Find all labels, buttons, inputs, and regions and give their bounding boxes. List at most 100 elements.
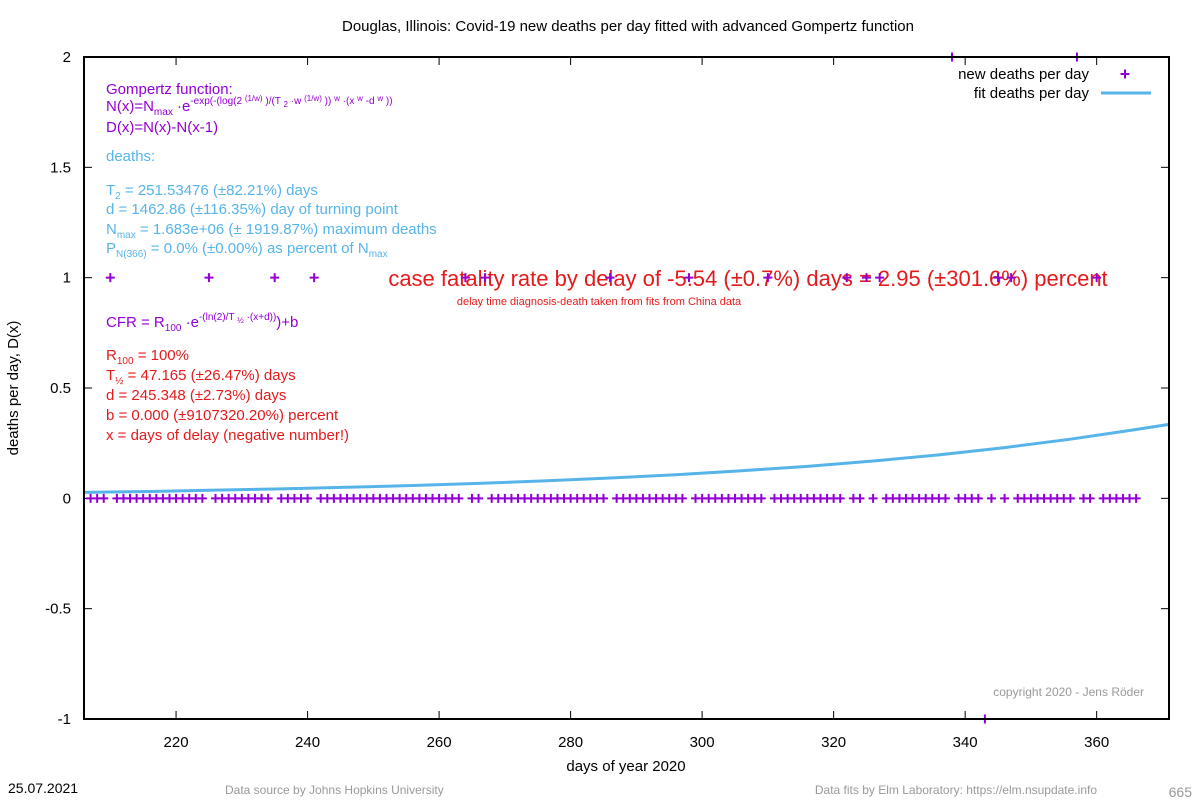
text-part: CFR = R [106,314,165,331]
data-point [204,273,214,283]
x-tick-label: 240 [295,734,320,751]
legend-label: fit deaths per day [974,85,1090,102]
text-part: ½ [237,316,244,325]
data-point [263,493,273,503]
x-tick-label: 220 [164,734,189,751]
formula-part: ·w [288,96,304,107]
formula-part: max [154,107,173,118]
annotation: case fatality rate by delay of -5.54 (±0… [388,266,1107,291]
y-tick-label: -0.5 [45,601,71,618]
annotation: deaths: [106,148,155,165]
text-part: P [106,240,116,257]
x-axis-label: days of year 2020 [566,758,685,775]
data-point [197,493,207,503]
footer-date: 25.07.2021 [8,780,78,796]
formula-part: )) [383,96,392,107]
fit-line [83,422,1170,494]
x-tick-label: 280 [558,734,583,751]
y-tick-label: 2 [63,49,71,66]
plot-frame [83,56,1170,720]
text-part: ½ [115,376,124,387]
annotation: N(x)=Nmax ·e-exp(-(log(2 (1/w) )/(T 2 ·w… [106,94,393,118]
x-tick-label: 340 [953,734,978,751]
formula-part: w [333,94,340,103]
data-point [756,493,766,503]
y-tick-label: 1 [63,270,71,287]
data-point [598,493,608,503]
annotation: x = days of delay (negative number!) [106,427,349,444]
legend-label: new deaths per day [958,66,1089,83]
annotation: R100 = 100% [106,347,189,367]
text-part: ·(x+d)) [244,312,277,323]
data-point [99,493,109,503]
text-part: = 47.165 (±26.47%) days [124,367,296,384]
annotation: Gompertz function: [106,81,233,98]
data-point [862,273,872,283]
formula-part: (1/w) [245,94,263,103]
data-point [875,273,885,283]
formula-part: w [356,94,363,103]
annotation: T½ = 47.165 (±26.47%) days [106,367,296,387]
text-part: )+b [276,314,298,331]
text-part: T [106,182,115,199]
footer-number: 665 [1169,784,1193,800]
data-point [763,273,773,283]
data-point [1006,273,1016,283]
annotation: D(x)=N(x)-N(x-1) [106,119,218,136]
data-point [940,493,950,503]
y-axis-label: deaths per day, D(x) [5,321,22,456]
annotation: b = 0.000 (±9107320.20%) percent [106,407,339,424]
data-point [105,273,115,283]
data-point [303,493,313,503]
data-point [1000,493,1010,503]
footer-fits: Data fits by Elm Laboratory: https://elm… [815,783,1097,797]
data-point [684,273,694,283]
formula-part: -d [363,96,377,107]
data-point [973,493,983,503]
annotation: T2 = 251.53476 (±82.21%) days [106,182,318,202]
x-tick-label: 260 [427,734,452,751]
data-point [855,493,865,503]
x-tick-label: 320 [821,734,846,751]
formula-part: )/(T [263,96,284,107]
data-point [1065,493,1075,503]
formula-part: w [376,94,383,103]
text-part: T [106,367,115,384]
y-tick-label: -1 [58,711,71,728]
formula-part: 2 [284,100,289,109]
text-part: 100 [165,323,182,334]
formula-part: ·(x [340,96,357,107]
text-part: -(ln(2)/T [199,312,237,323]
annotation: d = 245.348 (±2.73%) days [106,387,286,404]
text-part: = 1.683e+06 (± 1919.87%) maximum deaths [136,221,437,238]
x-tick-label: 300 [690,734,715,751]
text-part: = 0.0% (±0.00%) as percent of N [147,240,369,257]
y-tick-label: 1.5 [50,159,71,176]
annotations: Gompertz function: N(x)=Nmax ·e-exp(-(lo… [106,81,1144,699]
annotation: delay time diagnosis-death taken from fi… [457,296,742,308]
data-point [835,493,845,503]
x-tick-label: 360 [1084,734,1109,751]
formula-part: ·e [173,98,191,115]
text-part: = 100% [134,347,189,364]
data-point [993,273,1003,283]
formula-part: N(x)=N [106,98,154,115]
text-part: max [117,230,136,241]
annotation: d = 1462.86 (±116.35%) day of turning po… [106,201,399,218]
data-point [460,273,470,283]
data-point [270,273,280,283]
data-point [1085,493,1095,503]
data-point [480,273,490,283]
data-point [309,273,319,283]
text-part: ·e [181,314,199,331]
text-part: 100 [117,356,134,367]
data-point [605,273,615,283]
data-point [986,493,996,503]
chart-title: Douglas, Illinois: Covid-19 new deaths p… [342,18,914,35]
formula-part: (1/w) [304,94,322,103]
text-part: max [369,249,388,260]
data-point [454,493,464,503]
data-point [1092,273,1102,283]
text-part: N(366) [116,249,147,260]
